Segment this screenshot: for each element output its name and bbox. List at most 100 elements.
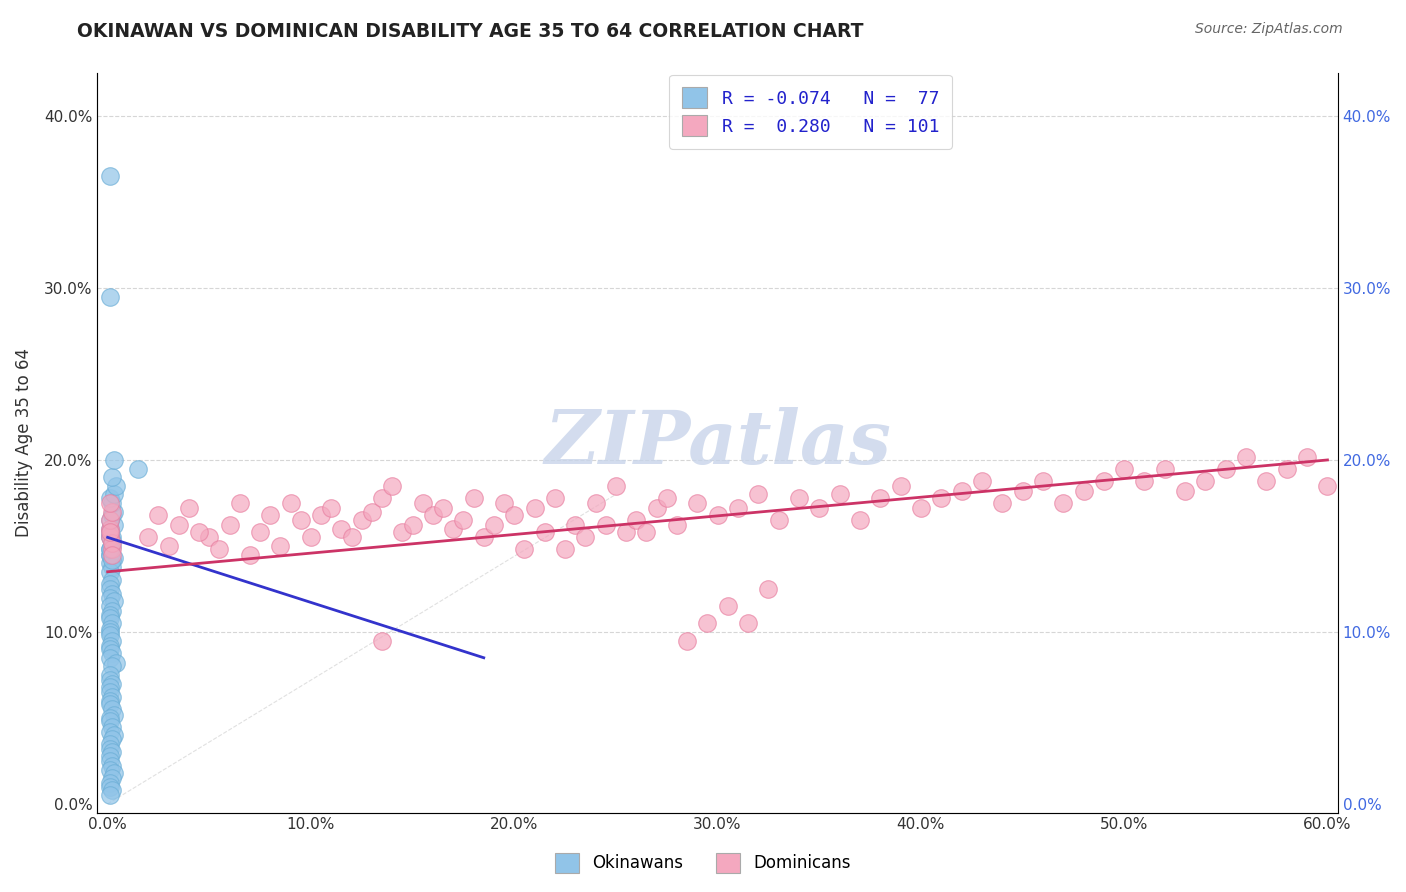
Point xyxy=(737,616,759,631)
Text: ZIPatlas: ZIPatlas xyxy=(544,407,891,479)
Point xyxy=(98,763,121,777)
Point xyxy=(100,690,122,705)
Point xyxy=(177,501,200,516)
Point xyxy=(259,508,281,522)
Point xyxy=(544,491,567,505)
Point xyxy=(98,496,121,510)
Point xyxy=(100,759,122,773)
Point xyxy=(626,513,648,527)
Point xyxy=(665,518,688,533)
Point xyxy=(1275,461,1298,475)
Point xyxy=(103,766,125,780)
Point xyxy=(717,599,740,614)
Point xyxy=(676,633,699,648)
Point xyxy=(98,576,121,591)
Point xyxy=(1092,474,1115,488)
Point xyxy=(472,530,495,544)
Point xyxy=(889,479,911,493)
Point xyxy=(98,522,121,536)
Point xyxy=(98,754,121,768)
Point xyxy=(98,491,121,505)
Point xyxy=(391,525,413,540)
Point xyxy=(100,496,122,510)
Point xyxy=(98,780,121,794)
Point xyxy=(371,491,394,505)
Point xyxy=(330,522,353,536)
Point xyxy=(100,504,122,518)
Point xyxy=(98,522,121,536)
Point xyxy=(1215,461,1237,475)
Point xyxy=(98,542,121,557)
Point xyxy=(98,724,121,739)
Point xyxy=(371,633,394,648)
Point xyxy=(1133,474,1156,488)
Point xyxy=(98,528,121,542)
Point xyxy=(100,633,122,648)
Point xyxy=(98,530,121,544)
Point xyxy=(929,491,952,505)
Point xyxy=(98,776,121,790)
Point xyxy=(100,559,122,574)
Point xyxy=(100,542,122,557)
Point xyxy=(686,496,709,510)
Point xyxy=(280,496,302,510)
Point xyxy=(321,501,343,516)
Point xyxy=(104,479,127,493)
Point xyxy=(696,616,718,631)
Point xyxy=(98,542,121,557)
Point xyxy=(239,548,262,562)
Point xyxy=(100,783,122,797)
Point xyxy=(103,518,125,533)
Point xyxy=(100,676,122,690)
Point xyxy=(747,487,769,501)
Point xyxy=(706,508,728,522)
Point xyxy=(299,530,322,544)
Point xyxy=(441,522,464,536)
Point xyxy=(98,714,121,729)
Point xyxy=(98,697,121,711)
Point xyxy=(412,496,434,510)
Point xyxy=(103,728,125,742)
Point xyxy=(100,552,122,566)
Point xyxy=(103,504,125,518)
Point xyxy=(103,594,125,608)
Point xyxy=(98,673,121,687)
Point xyxy=(98,668,121,682)
Text: Source: ZipAtlas.com: Source: ZipAtlas.com xyxy=(1195,22,1343,37)
Point xyxy=(1316,479,1339,493)
Point xyxy=(1174,483,1197,498)
Point xyxy=(98,607,121,622)
Point xyxy=(249,525,271,540)
Point xyxy=(970,474,993,488)
Point xyxy=(655,491,678,505)
Point xyxy=(585,496,607,510)
Point xyxy=(636,525,658,540)
Point xyxy=(100,470,122,484)
Point xyxy=(98,513,121,527)
Point xyxy=(98,513,121,527)
Point xyxy=(453,513,475,527)
Point xyxy=(103,551,125,566)
Point xyxy=(100,539,122,553)
Point xyxy=(787,491,810,505)
Point xyxy=(574,530,596,544)
Point xyxy=(98,611,121,625)
Point xyxy=(808,501,831,516)
Point xyxy=(350,513,373,527)
Point xyxy=(523,501,546,516)
Point xyxy=(103,453,125,467)
Point xyxy=(157,539,180,553)
Legend: Okinawans, Dominicans: Okinawans, Dominicans xyxy=(548,847,858,880)
Point xyxy=(100,574,122,588)
Point xyxy=(100,616,122,631)
Point xyxy=(991,496,1014,510)
Point xyxy=(605,479,627,493)
Point xyxy=(1032,474,1054,488)
Point xyxy=(98,565,121,579)
Point xyxy=(98,639,121,653)
Point xyxy=(463,491,485,505)
Point xyxy=(290,513,312,527)
Point xyxy=(494,496,516,510)
Point xyxy=(100,771,122,785)
Point xyxy=(1153,461,1175,475)
